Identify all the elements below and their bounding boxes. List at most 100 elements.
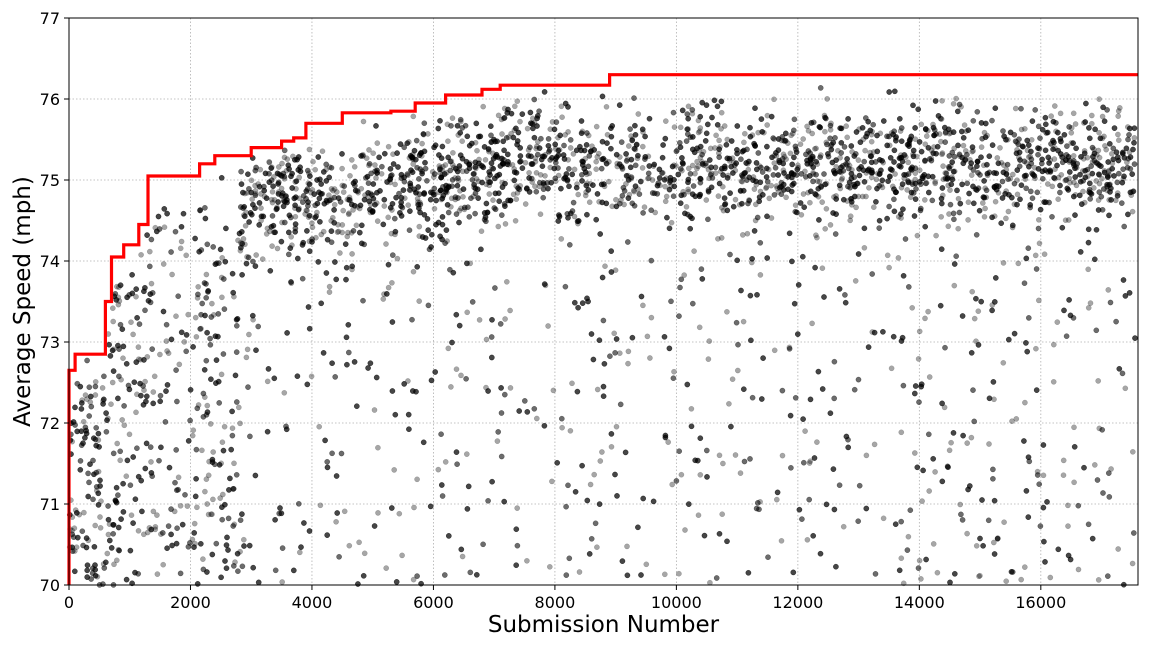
scatter-point <box>245 384 251 390</box>
scatter-point <box>449 162 456 168</box>
scatter-point <box>1018 105 1024 112</box>
scatter-point <box>456 165 462 172</box>
scatter-point <box>685 188 692 195</box>
scatter-point <box>778 183 784 190</box>
scatter-point <box>189 432 196 439</box>
scatter-point <box>146 248 153 255</box>
scatter-point <box>406 155 413 161</box>
scatter-point <box>337 250 343 256</box>
scatter-point <box>1013 416 1020 422</box>
scatter-point <box>389 319 396 325</box>
scatter-point <box>963 128 969 135</box>
scatter-point <box>398 203 404 210</box>
scatter-point <box>724 136 731 143</box>
scatter-point <box>275 164 282 170</box>
scatter-point <box>534 151 541 158</box>
scatter-point <box>764 143 770 150</box>
scatter-point <box>677 124 684 131</box>
scatter-point <box>486 191 493 197</box>
scatter-point <box>209 456 216 463</box>
scatter-point <box>741 130 748 137</box>
scatter-point <box>1009 418 1015 425</box>
scatter-point <box>695 512 702 519</box>
scatter-point <box>340 207 347 214</box>
scatter-point <box>856 126 862 132</box>
scatter-point <box>339 222 346 228</box>
scatter-point <box>814 439 820 445</box>
scatter-point <box>274 245 281 252</box>
scatter-point <box>497 321 504 327</box>
scatter-point <box>233 471 240 478</box>
scatter-point <box>235 237 241 244</box>
scatter-point <box>946 447 953 454</box>
scatter-point <box>945 182 952 189</box>
scatter-point <box>712 170 719 176</box>
scatter-point <box>655 180 662 186</box>
scatter-point <box>139 508 145 515</box>
scatter-point <box>246 331 252 338</box>
scatter-point <box>647 355 653 361</box>
scatter-point <box>177 502 184 509</box>
scatter-point <box>330 187 336 194</box>
scatter-point <box>1129 189 1135 195</box>
scatter-point <box>967 156 973 163</box>
scatter-point <box>253 252 260 258</box>
scatter-point <box>689 107 696 113</box>
scatter-point <box>115 294 122 301</box>
scatter-point <box>93 487 100 494</box>
scatter-point <box>483 181 490 188</box>
scatter-point <box>915 356 922 362</box>
scatter-point <box>751 228 758 234</box>
scatter-point <box>435 466 442 473</box>
scatter-point <box>310 158 316 165</box>
scatter-point <box>571 213 578 220</box>
scatter-point <box>235 404 242 411</box>
scatter-point <box>171 508 178 515</box>
scatter-point <box>508 110 515 117</box>
scatter-point <box>735 341 741 348</box>
scatter-point <box>460 193 466 200</box>
scatter-point <box>275 189 282 195</box>
scatter-point <box>631 188 638 195</box>
scatter-point <box>1128 192 1135 199</box>
scatter-point <box>813 232 819 239</box>
scatter-point <box>809 153 816 160</box>
scatter-point <box>491 136 497 143</box>
scatter-point <box>859 193 866 200</box>
scatter-point <box>409 316 415 323</box>
scatter-point <box>766 195 773 202</box>
scatter-point <box>1108 466 1114 472</box>
scatter-point <box>773 496 780 503</box>
scatter-point <box>71 548 78 554</box>
scatter-point <box>755 150 762 156</box>
scatter-point <box>445 209 452 216</box>
scatter-point <box>104 550 111 557</box>
scatter-point <box>819 199 826 205</box>
scatter-point <box>1051 103 1058 109</box>
scatter-point <box>94 573 101 580</box>
scatter-point <box>565 104 571 110</box>
scatter-point <box>765 554 771 561</box>
scatter-point <box>745 166 752 173</box>
scatter-point <box>1115 137 1122 144</box>
scatter-point <box>809 130 816 137</box>
scatter-point <box>472 165 479 172</box>
scatter-point <box>504 151 511 158</box>
scatter-point <box>696 324 703 331</box>
scatter-point <box>176 361 183 368</box>
scatter-point <box>1101 118 1108 125</box>
scatter-point <box>416 223 423 230</box>
scatter-point <box>624 543 630 550</box>
scatter-point <box>495 223 502 230</box>
scatter-point <box>603 103 610 110</box>
scatter-point <box>1095 197 1102 203</box>
scatter-point <box>459 553 466 560</box>
scatter-point <box>269 243 275 249</box>
scatter-point <box>480 103 487 110</box>
scatter-point <box>991 213 998 220</box>
scatter-point <box>677 166 684 172</box>
scatter-point <box>461 204 468 211</box>
scatter-point <box>442 459 449 465</box>
scatter-point <box>1064 143 1070 149</box>
scatter-point <box>255 181 262 187</box>
